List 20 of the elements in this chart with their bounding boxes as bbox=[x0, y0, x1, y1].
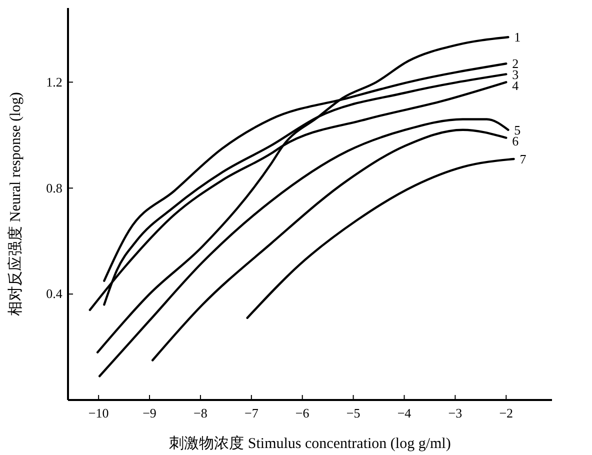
line-series bbox=[98, 118, 510, 378]
series-label: 5 bbox=[514, 122, 521, 138]
line-series bbox=[151, 128, 508, 362]
x-tick-label: −2 bbox=[499, 405, 514, 420]
line-series bbox=[246, 158, 515, 319]
x-tick-label: −10 bbox=[88, 405, 109, 420]
x-tick-label: −8 bbox=[194, 405, 208, 420]
y-axis-title: 相对反应强度 Neural response (log) bbox=[7, 92, 24, 316]
series-label: 7 bbox=[520, 152, 527, 167]
series-label: 1 bbox=[514, 30, 521, 45]
x-tick-label: −3 bbox=[448, 405, 462, 420]
x-axis-title: 刺激物浓度 Stimulus concentration (log g/ml) bbox=[169, 435, 451, 452]
x-tick-label: −6 bbox=[295, 405, 310, 420]
x-tick-label: −4 bbox=[397, 405, 412, 420]
y-tick-label: 0.4 bbox=[46, 286, 63, 302]
x-tick-label: −7 bbox=[244, 405, 259, 420]
x-tick-label: −5 bbox=[346, 405, 360, 420]
y-tick-label: 0.8 bbox=[46, 180, 62, 196]
y-tick-label: 1.2 bbox=[46, 74, 62, 90]
x-tick-label: −9 bbox=[142, 405, 156, 420]
